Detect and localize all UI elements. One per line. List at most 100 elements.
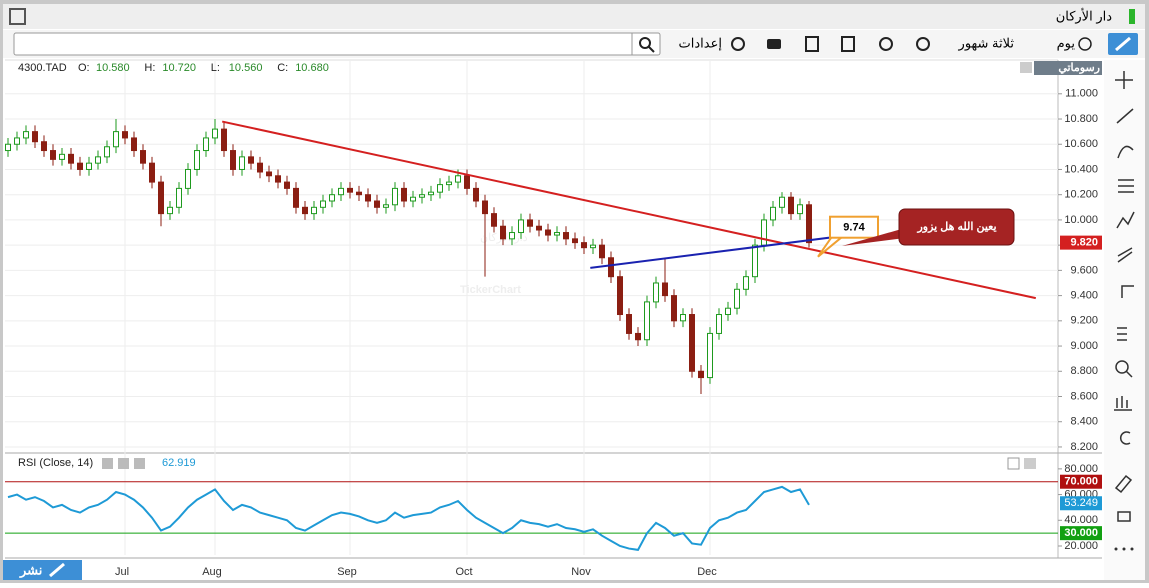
candle-body xyxy=(500,225,506,240)
candle-body xyxy=(203,137,209,152)
y-tick-label: 9.600 xyxy=(1070,264,1098,276)
y-tick-label: 8.600 xyxy=(1070,390,1098,402)
candle-body xyxy=(374,200,380,208)
y-tick-label: 10.000 xyxy=(1064,214,1098,226)
candle-body xyxy=(788,196,794,215)
drawings-label[interactable]: رسوماتي xyxy=(1058,62,1100,75)
auto-icon[interactable] xyxy=(879,37,893,51)
search-icon[interactable] xyxy=(639,37,651,49)
channel-tool[interactable] xyxy=(1117,247,1133,263)
title-bar xyxy=(3,4,1145,29)
window xyxy=(3,4,1145,580)
candle-body xyxy=(68,153,74,164)
candle-body xyxy=(635,332,641,341)
drawings-tab[interactable] xyxy=(1034,61,1102,75)
panel-button[interactable] xyxy=(1024,458,1036,469)
panel-button[interactable] xyxy=(1020,62,1032,73)
candle-body xyxy=(158,181,164,215)
candle-body xyxy=(284,181,290,189)
clock-icon xyxy=(1078,37,1092,51)
candle-body xyxy=(212,128,218,139)
y-tick-label: 8.200 xyxy=(1070,441,1098,453)
y-tick-label: 11.000 xyxy=(1065,88,1098,100)
gann-tool[interactable] xyxy=(1121,285,1134,298)
candle-body xyxy=(86,162,92,170)
candle-body xyxy=(491,213,497,227)
y-tick-label: 8.800 xyxy=(1070,365,1098,377)
candle-body xyxy=(122,131,128,139)
side-toolbar xyxy=(1104,60,1145,580)
candle-body xyxy=(599,244,605,259)
candle-body xyxy=(140,150,146,164)
y-tick-label: 20.000 xyxy=(1064,540,1098,552)
indicator-icon[interactable] xyxy=(805,36,819,52)
fib-tool[interactable] xyxy=(1118,179,1134,193)
candle-body xyxy=(311,206,317,215)
panel-button[interactable] xyxy=(1007,457,1020,470)
more-dot[interactable] xyxy=(1122,547,1126,551)
search-box[interactable] xyxy=(13,32,661,56)
candle-body xyxy=(113,131,119,148)
candle-body xyxy=(167,206,173,215)
annotation-box xyxy=(829,215,879,239)
candle-body xyxy=(221,128,227,152)
zoom-tool[interactable] xyxy=(1125,370,1133,378)
ohlc-key: H: xyxy=(144,62,155,74)
candle-body xyxy=(581,242,587,249)
period-button[interactable]: يوم xyxy=(1057,35,1076,51)
candle-body xyxy=(698,370,704,379)
candle-body xyxy=(77,162,83,170)
candle-body xyxy=(797,204,803,215)
wave-tool[interactable] xyxy=(1116,211,1135,229)
candle-body xyxy=(806,204,812,244)
settings-button[interactable]: إعدادات xyxy=(679,35,722,51)
candle-body xyxy=(671,295,677,322)
candle-body xyxy=(266,171,272,177)
list-tool[interactable] xyxy=(1117,327,1127,341)
y-tick-label: 10.400 xyxy=(1064,163,1098,175)
more-dot[interactable] xyxy=(1130,547,1134,551)
rsi-button xyxy=(118,458,129,469)
eraser-tool[interactable] xyxy=(1114,474,1133,494)
volume-tool[interactable] xyxy=(1114,396,1132,411)
status-indicator xyxy=(1129,9,1135,24)
candle-body xyxy=(617,276,623,316)
share-icon xyxy=(49,562,65,578)
ohlc-key: O: xyxy=(78,62,90,74)
last-value-box xyxy=(1060,496,1102,511)
candle-body xyxy=(473,187,479,202)
y-tick-label: 10.200 xyxy=(1064,189,1098,201)
candle-body xyxy=(23,131,29,139)
window-button[interactable] xyxy=(9,8,26,25)
candle-body xyxy=(5,143,11,152)
zoom-tool[interactable] xyxy=(1115,360,1129,374)
compare-icon[interactable] xyxy=(916,37,930,51)
candle-body xyxy=(608,257,614,278)
rsi-header-value: 62.919 xyxy=(162,457,196,469)
curve-tool[interactable] xyxy=(1117,145,1134,159)
line-tool[interactable] xyxy=(1116,108,1134,124)
more-dot[interactable] xyxy=(1114,547,1118,551)
candle-body xyxy=(392,187,398,206)
candle-body xyxy=(230,150,236,170)
annotation-pointer xyxy=(817,232,847,258)
window-title: دار الأركان xyxy=(1056,7,1113,24)
camera-icon[interactable] xyxy=(767,39,781,49)
chart-type-icon[interactable] xyxy=(841,36,855,52)
x-tick-label: Nov xyxy=(571,566,591,578)
candle-body xyxy=(707,332,713,379)
candle-body xyxy=(95,156,101,164)
candle-body xyxy=(743,276,749,290)
settings-icon[interactable] xyxy=(731,37,745,51)
candle-body xyxy=(572,238,578,244)
clear-tool[interactable] xyxy=(1120,431,1131,445)
range-button[interactable]: ثلاثة شهور xyxy=(958,35,1015,51)
candle-body xyxy=(365,194,371,202)
share-button[interactable] xyxy=(3,560,82,580)
share-label[interactable]: نشر xyxy=(19,562,42,578)
lock-tool[interactable] xyxy=(1117,511,1131,522)
candle-body xyxy=(518,219,524,234)
side-tools[interactable] xyxy=(1114,71,1135,522)
candle-body xyxy=(356,191,362,196)
